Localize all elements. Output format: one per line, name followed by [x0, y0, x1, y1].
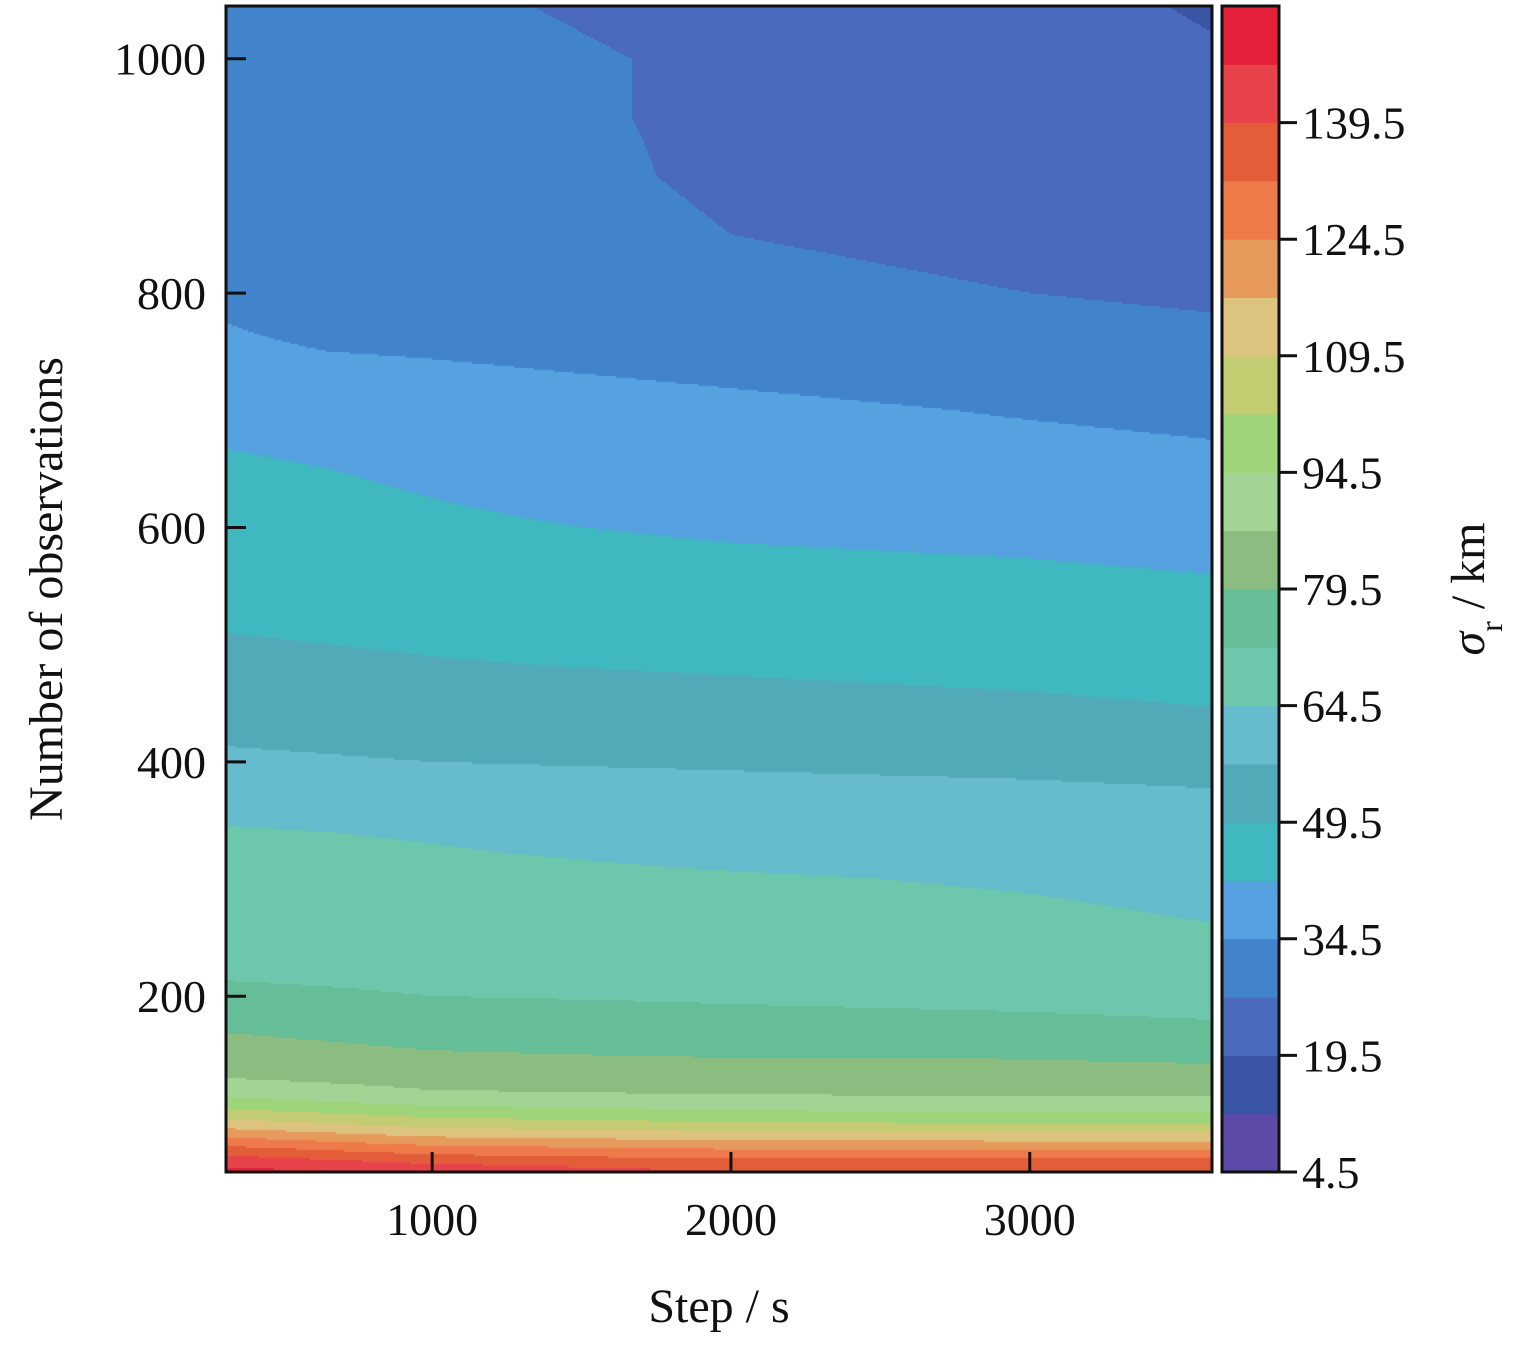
- colorbar-band: [1222, 589, 1279, 648]
- colorbar-band: [1222, 763, 1279, 823]
- y-tick-label: 1000: [114, 34, 206, 85]
- x-axis: 1000 2000 3000: [386, 1152, 1076, 1245]
- colorbar: [1222, 6, 1279, 1173]
- colorbar-band: [1222, 880, 1279, 940]
- colorbar-title-symbol: σ: [1442, 630, 1495, 656]
- colorbar-tick-label: 94.5: [1302, 447, 1383, 498]
- colorbar-band: [1222, 64, 1279, 124]
- colorbar-tick-label: 4.5: [1302, 1147, 1360, 1198]
- colorbar-tick-label: 124.5: [1302, 214, 1406, 265]
- colorbar-tick-label: 49.5: [1302, 797, 1383, 848]
- colorbar-band: [1222, 938, 1279, 998]
- colorbar-band: [1222, 822, 1279, 881]
- colorbar-band: [1222, 355, 1279, 415]
- colorbar-band: [1222, 297, 1279, 357]
- colorbar-tick-label: 79.5: [1302, 564, 1383, 615]
- colorbar-tick-label: 139.5: [1302, 98, 1406, 149]
- colorbar-axis: 4.5 19.5 34.5 49.5 64.5 79.5 94.5 109.5 124.5 139…: [1279, 98, 1406, 1198]
- colorbar-tick-label: 19.5: [1302, 1030, 1383, 1081]
- colorbar-tick-label: 34.5: [1302, 914, 1383, 965]
- contour-image: [226, 6, 1212, 1172]
- colorbar-band: [1222, 1113, 1279, 1173]
- y-tick-label: 600: [137, 502, 206, 553]
- colorbar-band: [1222, 6, 1279, 65]
- y-tick-label: 400: [137, 737, 206, 788]
- plot-frame: [224, 4, 1214, 1174]
- colorbar-band: [1222, 1055, 1279, 1115]
- colorbar-band: [1222, 122, 1279, 182]
- colorbar-band: [1222, 472, 1279, 532]
- x-axis-title: Step / s: [648, 1280, 789, 1333]
- colorbar-band: [1222, 997, 1279, 1056]
- colorbar-band: [1222, 647, 1279, 707]
- colorbar-tick-label: 109.5: [1302, 331, 1406, 382]
- colorbar-band: [1222, 530, 1279, 590]
- y-tick-label: 800: [137, 268, 206, 319]
- contour-field: [226, 6, 1212, 1172]
- colorbar-band: [1222, 239, 1279, 298]
- x-tick-label: 3000: [984, 1194, 1076, 1245]
- y-axis: 200 400 600 800 1000: [114, 34, 246, 1022]
- colorbar-band: [1222, 705, 1279, 765]
- colorbar-band: [1222, 180, 1279, 240]
- y-axis-title: Number of observations: [20, 357, 73, 821]
- colorbar-tick-label: 64.5: [1302, 681, 1383, 732]
- x-tick-label: 1000: [386, 1194, 478, 1245]
- colorbar-band: [1222, 414, 1279, 473]
- x-tick-label: 2000: [685, 1194, 777, 1245]
- colorbar-title: σr / km: [1442, 523, 1509, 656]
- colorbar-title-unit: / km: [1442, 523, 1495, 622]
- y-tick-label: 200: [137, 971, 206, 1022]
- colorbar-title-subscript: r: [1473, 621, 1509, 632]
